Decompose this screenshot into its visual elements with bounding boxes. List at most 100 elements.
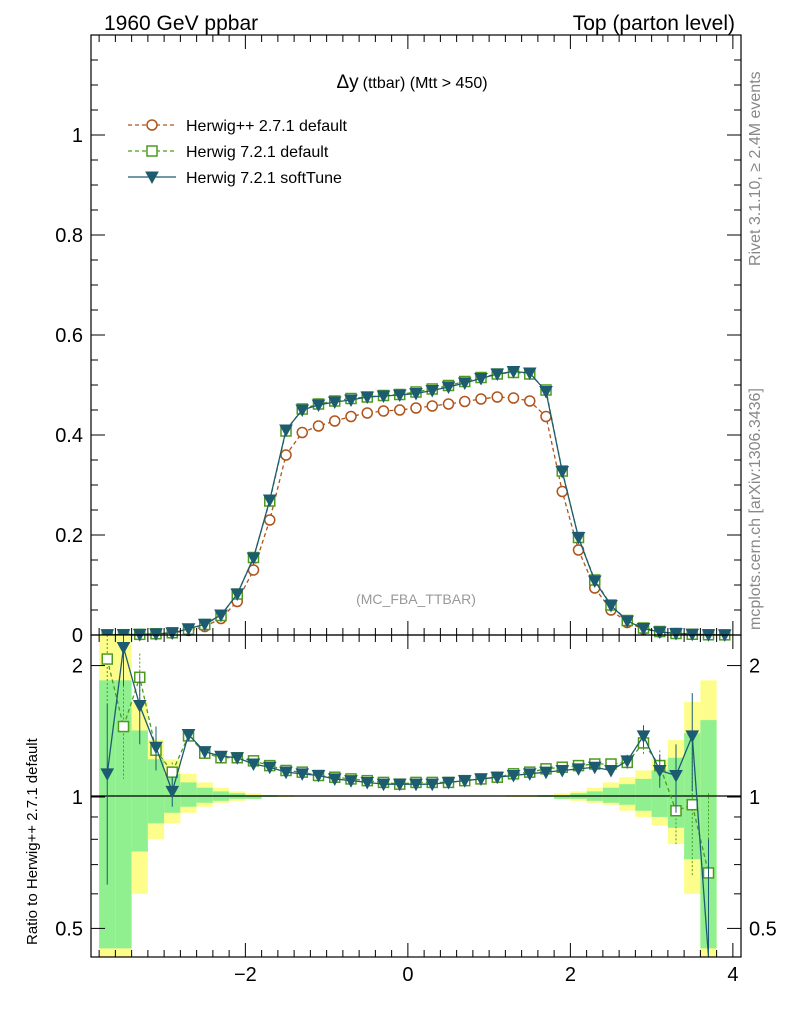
ratio-data-point <box>132 700 147 713</box>
ratio-data-point <box>181 729 196 742</box>
ratio-data-point <box>360 776 375 790</box>
ratio-data-point <box>506 770 521 783</box>
header-right: Top (parton level) <box>573 12 735 35</box>
data-point <box>490 368 505 382</box>
data-point <box>279 424 293 438</box>
ratio-data-point <box>441 776 456 790</box>
ratio-y-tick-label: 0.5 <box>55 918 83 940</box>
data-point <box>459 395 471 408</box>
ratio-data-point <box>587 761 602 775</box>
data-point <box>376 390 391 404</box>
ratio-y-tick-label: 2 <box>72 656 83 678</box>
ratio-data-point <box>409 778 423 792</box>
rivet-label: Rivet 3.1.10, ≥ 2.4M events <box>747 71 764 266</box>
uncertainty-band-green <box>115 680 132 949</box>
data-point <box>262 494 277 508</box>
data-point <box>311 399 326 413</box>
data-point <box>491 391 503 403</box>
data-point <box>344 394 358 408</box>
data-point <box>669 628 683 641</box>
ratio-data-point <box>262 761 277 775</box>
ratio-y-tick-label-right: 1 <box>749 787 760 809</box>
y-tick-label: 0.8 <box>55 225 83 247</box>
data-point <box>264 514 276 526</box>
ratio-data-point <box>669 770 683 783</box>
data-point <box>425 385 440 398</box>
ratio-data-point <box>539 766 553 780</box>
uncertainty-band-green <box>131 730 148 852</box>
ratio-data-point <box>457 775 472 788</box>
data-point <box>426 400 438 412</box>
ratio-data-point <box>101 653 113 665</box>
ratio-data-point <box>555 764 570 778</box>
ratio-data-point <box>214 750 228 764</box>
data-point <box>540 410 552 423</box>
data-point <box>571 532 586 545</box>
ratio-data-point <box>522 768 537 781</box>
ratio-y-tick-label-right: 0.5 <box>749 918 777 940</box>
uncertainty-band-green <box>554 795 571 799</box>
ratio-data-point <box>490 771 505 785</box>
data-point <box>230 588 245 602</box>
data-point <box>555 466 570 479</box>
data-point <box>652 626 667 640</box>
data-point <box>394 404 406 416</box>
ratio-y-tick-label: 1 <box>72 787 83 809</box>
ratio-data-point <box>295 768 310 781</box>
y-tick-label: 0.2 <box>55 525 83 547</box>
uncertainty-band-green <box>196 787 213 803</box>
ratio-data-point <box>100 768 115 781</box>
data-point <box>214 609 228 623</box>
data-point <box>360 391 375 405</box>
data-point <box>475 393 487 405</box>
ratio-data-point <box>197 746 212 759</box>
data-point <box>181 623 196 636</box>
data-point <box>410 402 422 414</box>
y-tick-label: 0 <box>72 625 83 647</box>
ratio-data-point <box>311 770 326 783</box>
legend-entry: Herwig 7.2.1 softTune <box>186 170 342 187</box>
ratio-data-point <box>279 766 293 780</box>
data-point <box>345 410 357 423</box>
ratio-data-point <box>376 778 391 792</box>
plot-title-detail: (ttbar) (Mtt > 450) <box>363 75 488 92</box>
ratio-plot-frame <box>90 634 742 958</box>
data-point <box>312 420 325 432</box>
data-point <box>296 426 308 439</box>
data-point <box>280 449 292 461</box>
data-point <box>457 377 472 391</box>
y-tick-label: 0.4 <box>55 425 83 447</box>
ratio-y-tick-label-right: 2 <box>749 656 760 678</box>
legend: Herwig++ 2.7.1 default Herwig 7.2.1 defau… <box>128 118 348 187</box>
ratio-data-point <box>149 741 163 755</box>
x-tick-label: 0 <box>402 964 413 986</box>
ratio-data-point <box>166 766 178 778</box>
data-point <box>246 552 261 566</box>
data-point <box>409 388 423 401</box>
ratio-data-point <box>425 778 440 792</box>
ratio-data-point <box>246 758 261 772</box>
data-point <box>392 389 407 403</box>
data-point <box>327 396 342 410</box>
ratio-data-point <box>327 773 342 786</box>
ratio-data-point <box>636 730 651 743</box>
ratio-data-point <box>344 775 358 788</box>
legend-marker <box>146 145 158 157</box>
ratio-plot-panel: 0.5 0.5 1 1 2 2 −2 0 2 4 Ratio to Herwig++ 2.7.1… <box>24 634 777 986</box>
ratio-data-point <box>474 773 488 786</box>
ratio-data-point <box>165 785 180 799</box>
uncertainty-band-green <box>180 782 197 807</box>
data-point <box>507 392 520 404</box>
data-point <box>474 373 488 386</box>
data-point <box>197 618 212 632</box>
ratio-data-point <box>686 798 698 811</box>
data-point <box>524 395 536 407</box>
legend-entry: Herwig 7.2.1 default <box>186 144 329 161</box>
data-point <box>620 615 635 629</box>
ratio-data-point <box>620 755 635 768</box>
mcplots-label: mcplots.cern.ch [arXiv:1306.3436] <box>747 388 764 630</box>
uncertainty-band-green <box>619 784 636 805</box>
data-point <box>522 367 537 381</box>
ratio-y-axis-label: Ratio to Herwig++ 2.7.1 default <box>24 737 41 945</box>
